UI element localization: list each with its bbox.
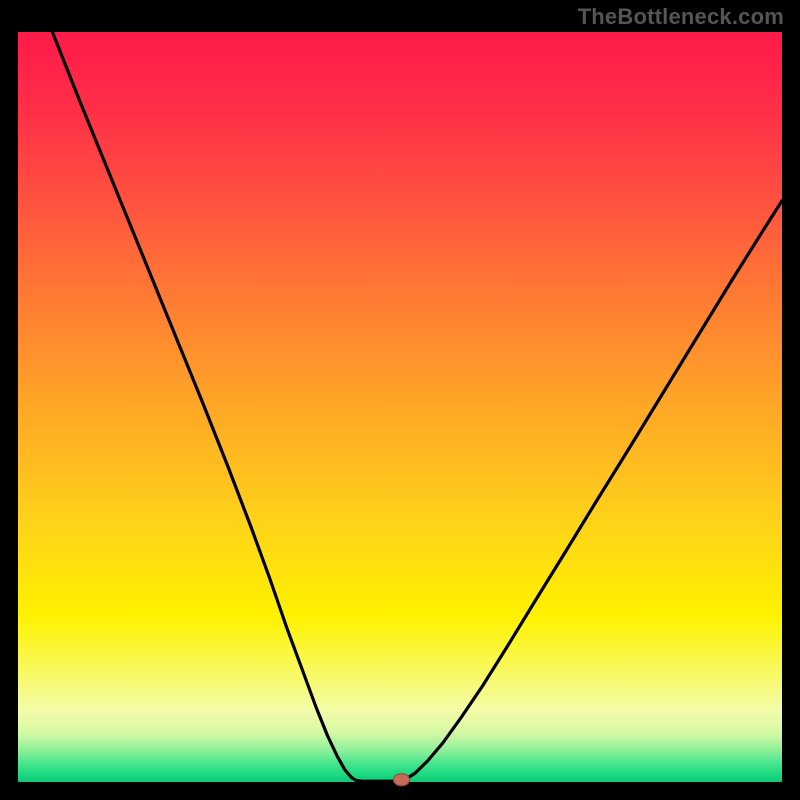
plot-background <box>18 32 782 782</box>
optimal-point-marker <box>394 774 410 786</box>
chart-svg <box>0 0 800 800</box>
watermark-text: TheBottleneck.com <box>578 4 784 30</box>
chart-frame: TheBottleneck.com <box>0 0 800 800</box>
